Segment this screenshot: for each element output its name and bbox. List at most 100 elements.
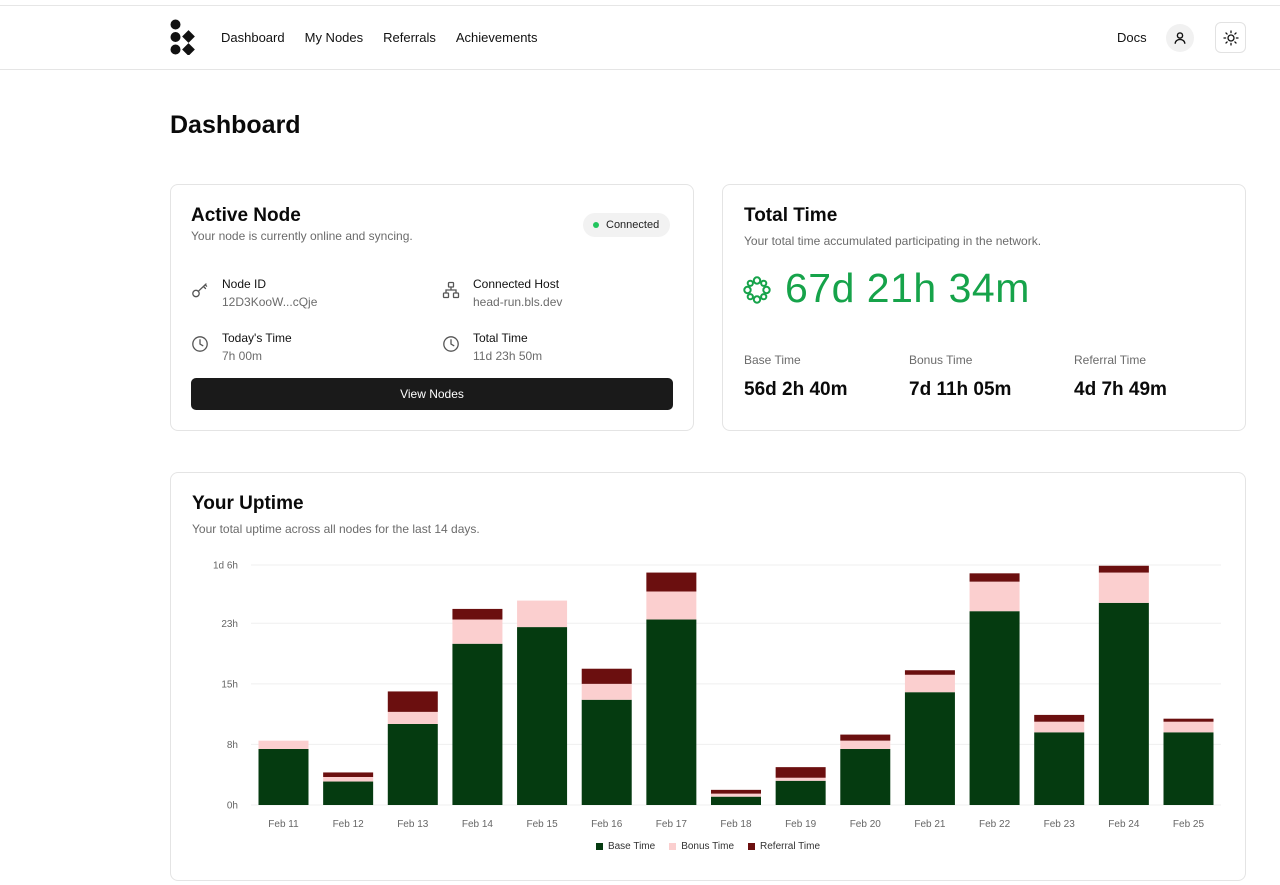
bar-segment-base[interactable]: [1034, 732, 1085, 805]
status-badge: Connected: [583, 213, 671, 237]
bar-segment-referral[interactable]: [387, 691, 438, 712]
bar-segment-referral[interactable]: [646, 572, 697, 592]
bar-segment-referral[interactable]: [581, 668, 632, 684]
bar-segment-base[interactable]: [904, 692, 955, 805]
total-time-title: Total Time: [744, 205, 838, 226]
bar-segment-bonus[interactable]: [517, 600, 568, 628]
bar-segment-base[interactable]: [452, 643, 503, 805]
total-time-label: Total Time: [473, 331, 528, 345]
bonus-time-label: Bonus Time: [909, 353, 973, 367]
active-node-subtitle: Your node is currently online and syncin…: [191, 229, 413, 243]
bar-segment-referral[interactable]: [1163, 718, 1214, 722]
total-time-card: Total Time Your total time accumulated p…: [722, 184, 1246, 431]
total-time-info: Total Time 11d 23h 50m: [442, 331, 542, 363]
total-time-big-value: 67d 21h 34m: [785, 265, 1030, 311]
y-tick-label: 15h: [221, 679, 238, 690]
connected-host-value: head-run.bls.dev: [473, 295, 563, 309]
network-icon: [442, 281, 460, 299]
nav-link-my-nodes[interactable]: My Nodes: [304, 30, 364, 45]
view-nodes-button[interactable]: View Nodes: [191, 378, 673, 410]
clock-icon: [192, 336, 208, 352]
x-tick-label: Feb 18: [720, 819, 752, 830]
bar-segment-bonus[interactable]: [1034, 721, 1085, 733]
legend-item-base[interactable]: Base Time: [595, 841, 656, 852]
bar-segment-base[interactable]: [646, 619, 697, 805]
referral-time-value: 4d 7h 49m: [1074, 379, 1167, 400]
bar-segment-base[interactable]: [581, 699, 632, 805]
bar-segment-base[interactable]: [387, 723, 438, 805]
bar-segment-referral[interactable]: [1034, 714, 1085, 722]
total-time-subtitle: Your total time accumulated participatin…: [744, 234, 1042, 248]
bonus-time-value: 7d 11h 05m: [909, 379, 1012, 400]
total-time-value: 11d 23h 50m: [473, 349, 543, 363]
legend-label-base: Base Time: [607, 841, 656, 852]
bar-segment-referral[interactable]: [775, 767, 826, 778]
bar-segment-base[interactable]: [711, 796, 761, 805]
bar-segment-base[interactable]: [840, 748, 891, 805]
bonus-time-stat: Bonus Time 7d 11h 05m: [909, 353, 1011, 401]
bar-segment-referral[interactable]: [969, 573, 1020, 582]
x-tick-label: Feb 19: [785, 819, 817, 830]
bar-segment-bonus[interactable]: [1098, 572, 1149, 603]
bar-segment-base[interactable]: [323, 781, 374, 805]
nav-link-dashboard[interactable]: Dashboard: [221, 30, 285, 45]
bar-segment-base[interactable]: [969, 611, 1020, 805]
network-nodes-icon: [743, 276, 771, 304]
bar-segment-bonus[interactable]: [387, 711, 438, 724]
active-node-card: Active Node Your node is currently onlin…: [170, 184, 694, 431]
bar-segment-bonus[interactable]: [258, 740, 309, 749]
legend-item-bonus[interactable]: Bonus Time: [669, 841, 734, 852]
bar-segment-referral[interactable]: [323, 772, 374, 777]
uptime-card: Your Uptime Your total uptime across all…: [170, 472, 1246, 881]
bar-segment-bonus[interactable]: [646, 591, 697, 620]
y-tick-label: 23h: [221, 619, 238, 630]
referral-time-label: Referral Time: [1074, 353, 1147, 367]
bar-segment-referral[interactable]: [711, 789, 761, 794]
uptime-bar-chart: 0h 8h 15h 23h 1d 6h Feb 11 Feb 12 Feb 13 Feb 14 F…: [213, 561, 1221, 830]
bar-segment-base[interactable]: [517, 627, 568, 805]
bar-segment-bonus[interactable]: [775, 777, 826, 781]
top-divider: [0, 5, 1280, 6]
page-title: Dashboard: [170, 111, 301, 139]
docs-link[interactable]: Docs: [1117, 30, 1147, 45]
chart-legend: Base Time Bonus Time Referral Time: [171, 841, 1245, 852]
bar-segment-base[interactable]: [775, 780, 826, 805]
x-tick-label: Feb 24: [1108, 819, 1140, 830]
nav-link-referrals[interactable]: Referrals: [383, 30, 436, 45]
theme-toggle-button[interactable]: [1215, 22, 1246, 53]
bar-segment-referral[interactable]: [904, 670, 955, 675]
bar-segment-base[interactable]: [258, 748, 309, 805]
base-time-label: Base Time: [744, 353, 801, 367]
node-id-label: Node ID: [222, 277, 267, 291]
bar-segment-bonus[interactable]: [452, 619, 503, 644]
x-tick-label: Feb 14: [462, 819, 494, 830]
todays-time-label: Today's Time: [222, 331, 292, 345]
bar-segment-bonus[interactable]: [969, 581, 1020, 612]
legend-swatch-referral: [748, 843, 756, 850]
base-time-value: 56d 2h 40m: [744, 379, 848, 400]
bar-segment-bonus[interactable]: [581, 683, 632, 700]
bar-segment-bonus[interactable]: [1163, 721, 1214, 733]
x-tick-label: Feb 22: [979, 819, 1011, 830]
brand-logo-icon[interactable]: [170, 19, 196, 55]
base-time-stat: Base Time 56d 2h 40m: [744, 353, 848, 401]
bar-segment-referral[interactable]: [452, 608, 503, 620]
uptime-subtitle: Your total uptime across all nodes for t…: [192, 522, 480, 536]
todays-time-info: Today's Time 7h 00m: [191, 331, 292, 363]
bar-segment-bonus[interactable]: [904, 674, 955, 693]
bar-segment-bonus[interactable]: [711, 793, 761, 797]
x-tick-label: Feb 16: [591, 819, 623, 830]
bar-segment-base[interactable]: [1163, 732, 1214, 805]
user-menu-button[interactable]: [1166, 24, 1194, 52]
nav-link-achievements[interactable]: Achievements: [455, 30, 538, 45]
bar-segment-bonus[interactable]: [323, 776, 374, 782]
bar-segment-referral[interactable]: [840, 734, 891, 741]
bar-segment-base[interactable]: [1098, 602, 1149, 805]
x-tick-label: Feb 15: [527, 819, 559, 830]
bar-segment-referral[interactable]: [1098, 565, 1149, 573]
clock-icon: [443, 336, 459, 352]
legend-swatch-bonus: [669, 843, 677, 850]
legend-item-referral[interactable]: Referral Time: [748, 841, 820, 852]
connected-host-info: Connected Host head-run.bls.dev: [442, 277, 562, 309]
bar-segment-bonus[interactable]: [840, 740, 891, 749]
